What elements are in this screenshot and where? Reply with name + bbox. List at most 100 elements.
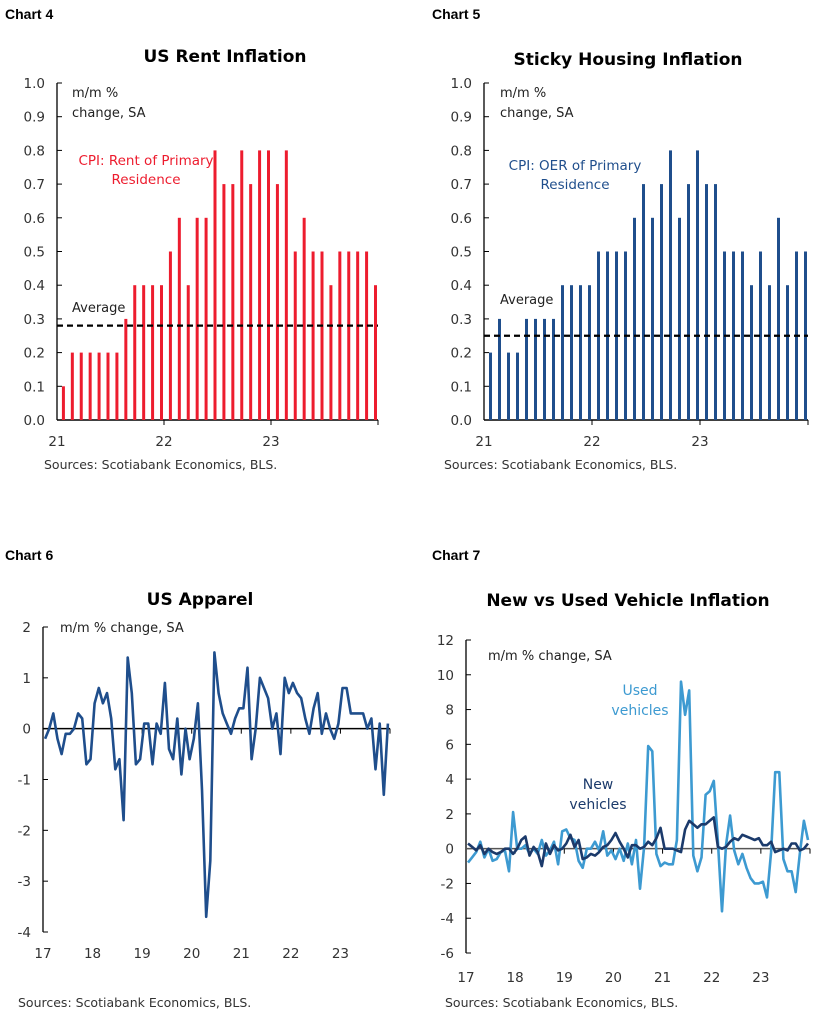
chart4-y-tick-label: 0.9: [24, 110, 45, 126]
chart5-bar: [525, 318, 528, 420]
chart4-y-tick-label: 0.6: [24, 211, 45, 227]
chart7-y-tick-label: 8: [445, 703, 454, 719]
chart7-x-tick-label: 20: [605, 970, 622, 986]
chart4-bar: [231, 184, 235, 420]
chart4-bar: [275, 184, 279, 420]
chart5-source: Sources: Scotiabank Economics, BLS.: [444, 457, 678, 472]
chart7-y-tick-label: 2: [445, 807, 454, 823]
chart6-y-tick-label: 1: [22, 671, 31, 687]
chart7-y-tick-label: 12: [437, 633, 454, 649]
chart4-bar: [213, 150, 217, 420]
chart6-label: Chart 6: [5, 547, 54, 563]
chart5-y-tick-label: 0.7: [451, 177, 472, 193]
chart4-bar: [311, 251, 315, 420]
chart7-x-tick-label: 22: [703, 970, 720, 986]
chart7-series-line-0: [466, 680, 810, 913]
chart5-x-tick-label: 22: [583, 434, 600, 450]
chart4-bar: [97, 352, 101, 420]
chart4-bar: [293, 251, 297, 420]
chart4-bar: [151, 285, 155, 420]
chart5-y-tick-label: 0.5: [451, 245, 472, 261]
chart6-x-tick-label: 17: [34, 946, 51, 962]
chart4-bar: [115, 352, 119, 420]
chart6-x-tick-label: 21: [233, 946, 250, 962]
chart4-bar: [347, 251, 351, 420]
chart6-title: US Apparel: [146, 590, 254, 610]
chart5-x-tick-label: 23: [691, 434, 708, 450]
chart4-bar: [204, 217, 208, 420]
chart5-bar: [750, 285, 753, 420]
chart5-bar: [705, 184, 708, 420]
chart7-y-tick-label: 0: [445, 842, 454, 858]
chart6-x-tick-label: 20: [183, 946, 200, 962]
chart6-x-tick-label: 23: [332, 946, 349, 962]
chart4-y-tick-label: 0.0: [24, 413, 45, 429]
chart5-label: Chart 5: [432, 6, 481, 22]
chart4-bar: [374, 285, 377, 420]
chart7-series-line-1: [467, 816, 810, 868]
chart5-x-tick-label: 21: [475, 434, 492, 450]
chart4-title: US Rent Inflation: [143, 47, 307, 67]
chart4-bar: [284, 150, 288, 420]
chart5-y-tick-label: 1.0: [451, 76, 472, 92]
chart4-y-tick-label: 0.1: [24, 379, 45, 395]
chart4-bar: [267, 150, 270, 420]
chart4-average-label: Average: [72, 301, 125, 316]
chart4-bar: [338, 251, 342, 420]
chart7-source: Sources: Scotiabank Economics, BLS.: [445, 995, 679, 1010]
chart6-y-tick-label: -3: [18, 874, 31, 890]
chart5-bar: [732, 251, 735, 420]
chart5-bar: [561, 285, 564, 420]
chart5-bar: [687, 184, 690, 420]
chart5-bar: [588, 285, 591, 420]
chart5-bar: [534, 318, 537, 420]
chart4-label: Chart 4: [5, 6, 54, 22]
chart4-unit-note: m/m % change, SA: [72, 86, 146, 121]
chart6-y-tick-label: -1: [18, 773, 31, 789]
chart4-x-tick-label: 23: [262, 434, 279, 450]
chart4-bar: [240, 150, 244, 420]
chart5-y-tick-label: 0.4: [451, 278, 472, 294]
chart4-bar: [133, 285, 137, 420]
chart5-bar: [678, 217, 681, 420]
chart6-x-tick-label: 18: [84, 946, 101, 962]
chart5-bar: [777, 217, 780, 420]
chart4-x-tick-label: 21: [48, 434, 65, 450]
chart5-bar: [786, 285, 789, 420]
chart5-bar: [660, 184, 663, 420]
chart7-x-tick-label: 18: [507, 970, 524, 986]
chart6-x-tick-label: 22: [282, 946, 299, 962]
chart5-y-tick-label: 0.2: [451, 346, 472, 362]
chart5-bar: [714, 184, 717, 420]
chart5-average-label: Average: [500, 293, 553, 308]
chart6-series-line-0: [43, 651, 390, 919]
chart7-x-tick-label: 23: [752, 970, 769, 986]
chart4-bar: [320, 251, 324, 420]
chart4-bar: [106, 352, 110, 420]
chart5-bar: [642, 184, 645, 420]
chart5-bar: [579, 285, 582, 420]
chart7-label: Chart 7: [432, 547, 481, 563]
chart7-unit-note: m/m % change, SA: [488, 649, 612, 664]
chart4-y-tick-label: 0.3: [24, 312, 45, 328]
chart7-y-tick-label: -6: [441, 946, 454, 962]
chart4-y-tick-label: 1.0: [24, 76, 45, 92]
chart7-x-tick-label: 17: [457, 970, 474, 986]
chart7-y-tick-label: -4: [441, 911, 454, 927]
chart6-y-tick-label: -4: [18, 925, 31, 941]
chart6-y-tick-label: 2: [22, 620, 31, 636]
chart4-y-tick-label: 0.8: [24, 143, 45, 159]
chart6-unit-note: m/m % change, SA: [60, 621, 184, 636]
chart6-source: Sources: Scotiabank Economics, BLS.: [18, 995, 252, 1010]
chart7-y-tick-label: 4: [445, 772, 454, 788]
chart4-bar: [195, 217, 199, 420]
chart4-x-tick-label: 22: [155, 434, 172, 450]
chart5-y-tick-label: 0.8: [451, 143, 472, 159]
chart4-y-tick-label: 0.4: [24, 278, 45, 294]
chart5-unit-note: m/m % change, SA: [500, 86, 574, 121]
chart7-y-tick-label: 10: [437, 668, 454, 684]
chart5-y-tick-label: 0.6: [451, 211, 472, 227]
chart5-bar: [633, 217, 636, 420]
chart4-bar: [186, 285, 190, 420]
